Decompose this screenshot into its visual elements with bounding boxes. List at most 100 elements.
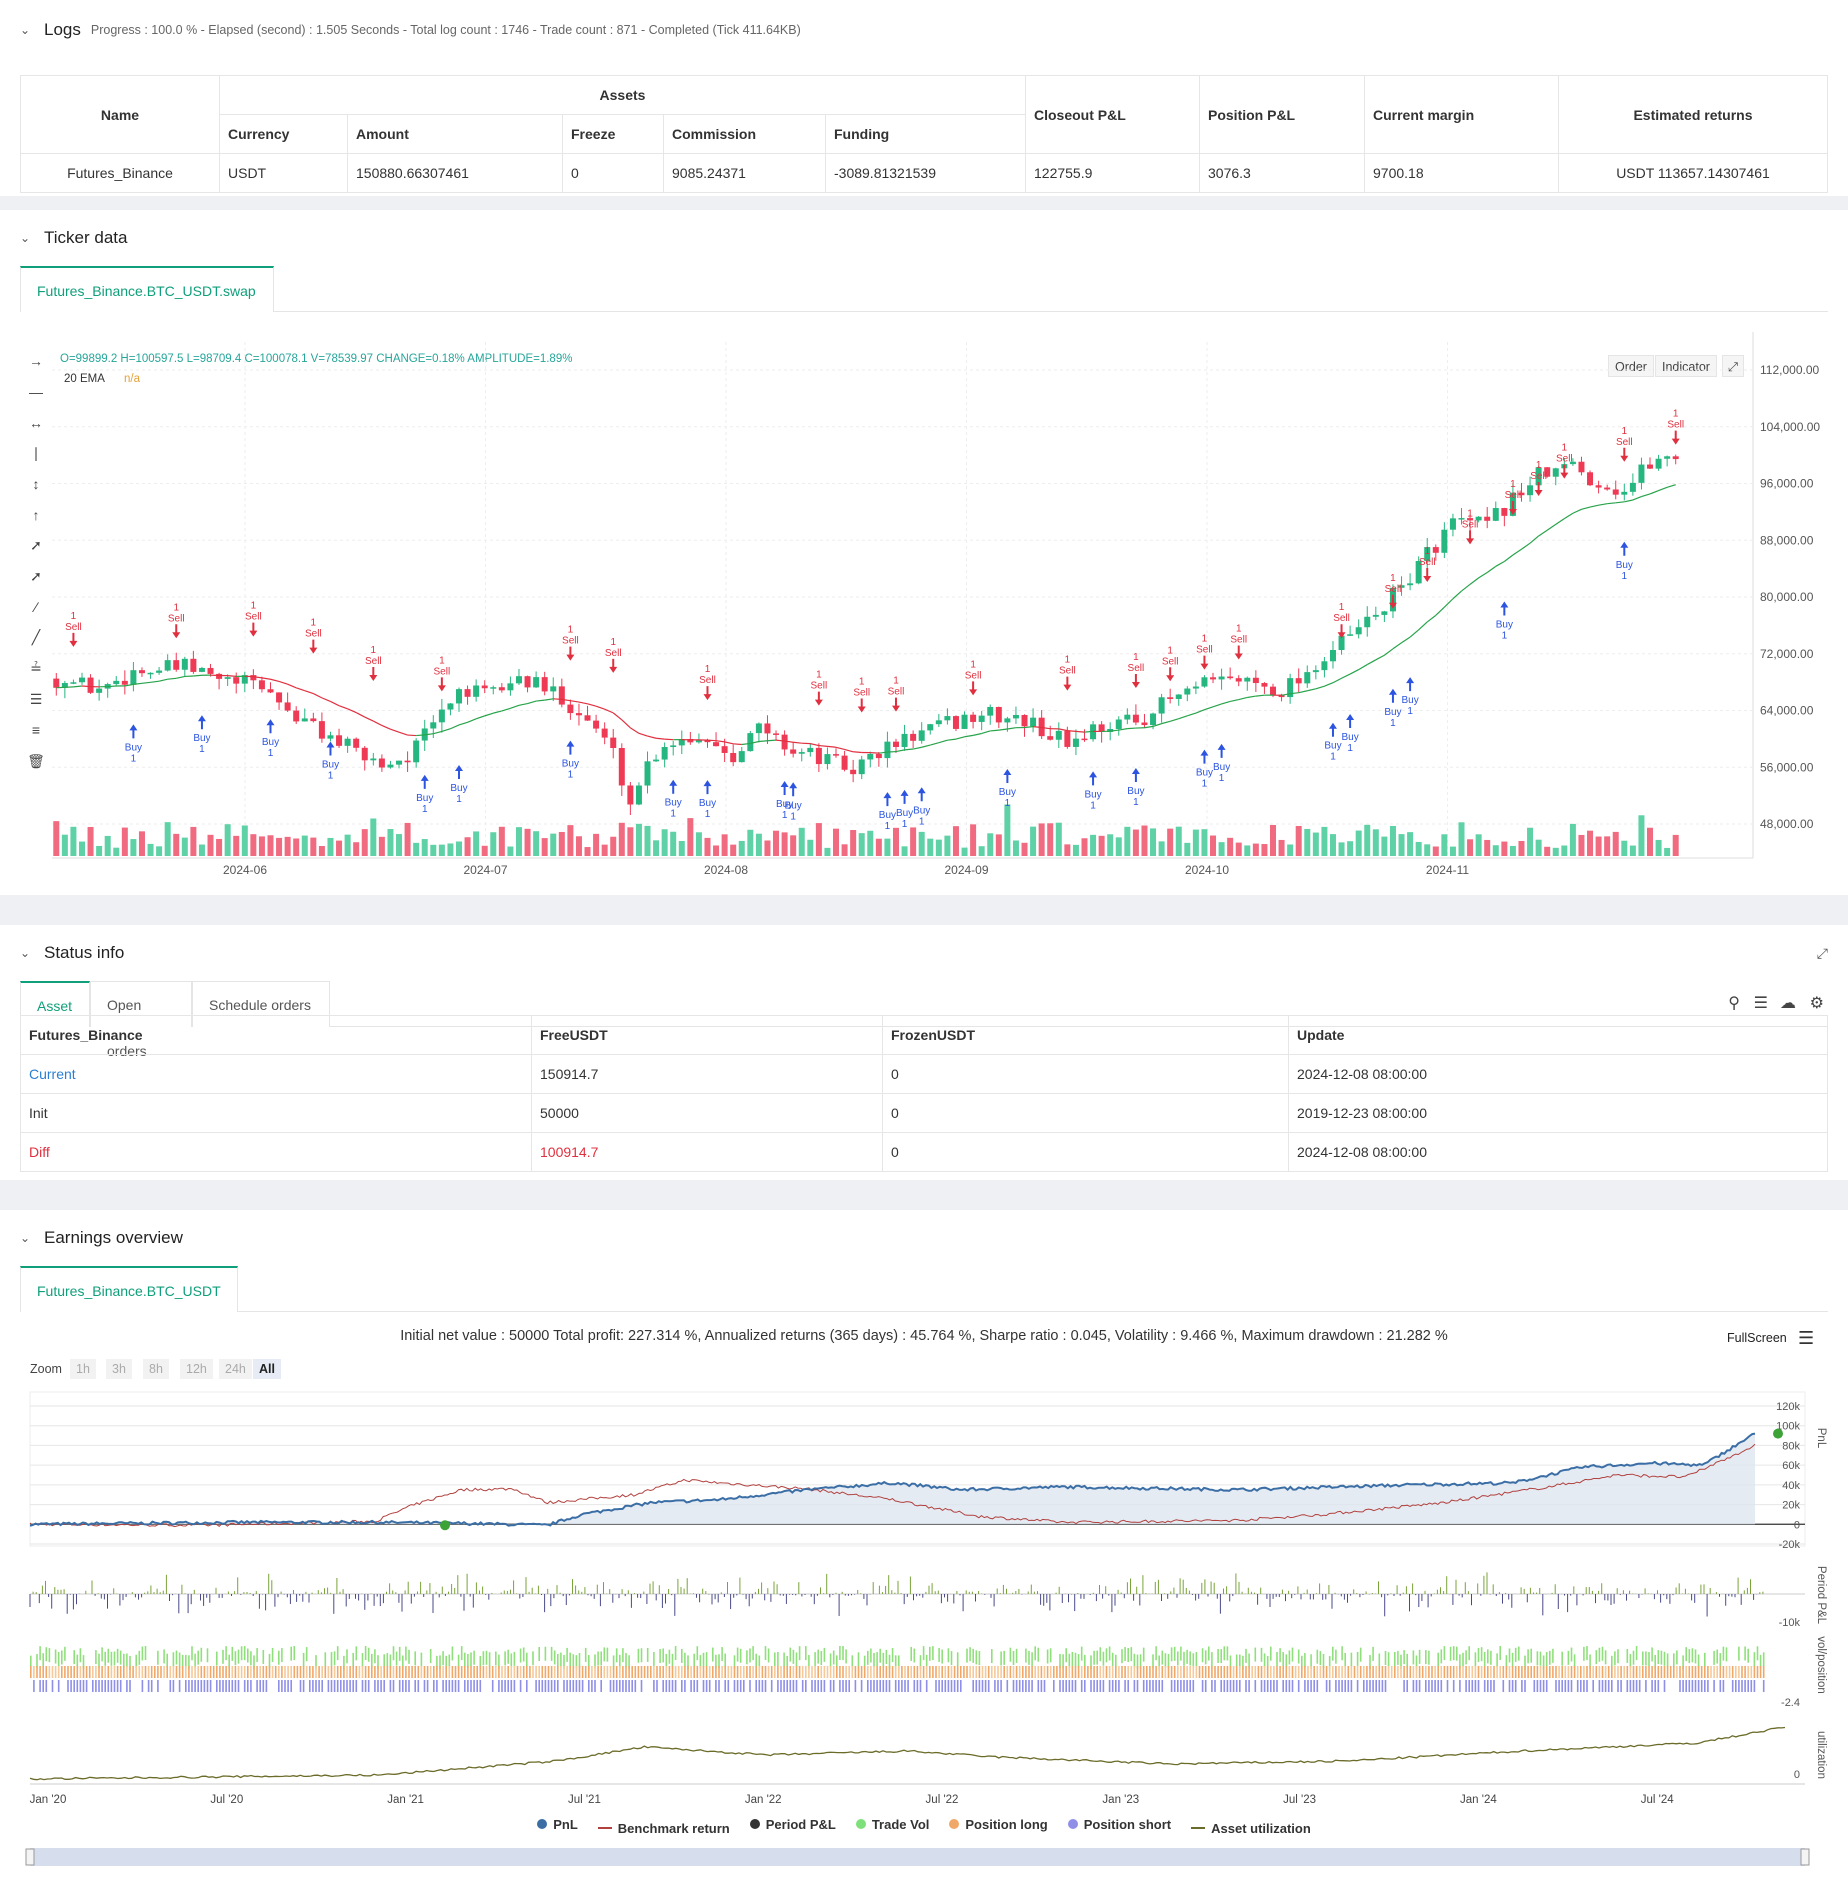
- ticker-header[interactable]: ⌄ Ticker data: [0, 210, 1848, 266]
- fullscreen-button[interactable]: FullScreen: [1727, 1331, 1787, 1345]
- position-long-bar: [299, 1666, 302, 1678]
- tab-btc-usdt[interactable]: Futures_Binance.BTC_USDT: [20, 1266, 238, 1312]
- chevron-down-icon[interactable]: ⌄: [20, 231, 31, 245]
- position-long-bar: [944, 1666, 947, 1678]
- position-long-bar: [1530, 1666, 1532, 1678]
- candle-body: [635, 785, 642, 805]
- search-icon[interactable]: ⚲: [1728, 995, 1740, 1012]
- trade-vol-bar: [1310, 1654, 1312, 1669]
- position-long-bar: [237, 1666, 240, 1678]
- trend-line-icon[interactable]: ➚: [30, 537, 42, 553]
- volume-bar: [164, 822, 171, 856]
- position-short-bar: [736, 1680, 739, 1692]
- position-long-bar: [402, 1666, 404, 1678]
- ray-line-icon[interactable]: ➚: [30, 568, 42, 584]
- trade-vol-bar: [1462, 1652, 1464, 1667]
- candlestick-chart[interactable]: 112,000.00104,000.0096,000.0088,000.0080…: [0, 210, 1848, 895]
- x-tick-label: Jan '23: [1102, 1794, 1139, 1806]
- position-long-bar: [448, 1666, 451, 1678]
- chevron-down-icon[interactable]: ⌄: [20, 1231, 31, 1245]
- volume-bar: [138, 831, 145, 856]
- list-icon[interactable]: ☰: [1753, 995, 1768, 1012]
- collapse-icon[interactable]: ⤢: [1816, 945, 1828, 961]
- horizontal-line-icon[interactable]: —: [29, 384, 43, 400]
- position-long-bar: [1425, 1666, 1427, 1678]
- zoom-24h[interactable]: 24h: [219, 1359, 252, 1379]
- legend-item[interactable]: Asset utilization: [1191, 1821, 1311, 1836]
- crosshair-icon[interactable]: →: [29, 353, 43, 369]
- position-long-bar: [1623, 1666, 1625, 1678]
- vertical-line-icon[interactable]: ∣: [32, 445, 40, 461]
- trade-vol-bar: [1316, 1649, 1319, 1664]
- trash-icon[interactable]: 🗑: [27, 753, 45, 769]
- position-short-bar: [1263, 1680, 1266, 1692]
- candle-body: [541, 677, 548, 692]
- buy-qty: 1: [268, 748, 274, 759]
- gear-icon[interactable]: ⚙: [1809, 995, 1824, 1012]
- trade-vol-bar: [538, 1646, 540, 1661]
- expand-icon[interactable]: ⤢: [1722, 355, 1744, 377]
- trade-vol-bar: [467, 1653, 469, 1668]
- trade-vol-bar: [1487, 1649, 1489, 1664]
- trade-vol-bar: [1226, 1646, 1229, 1661]
- earnings-header[interactable]: ⌄ Earnings overview: [0, 1210, 1848, 1266]
- price-line-icon[interactable]: ╱: [31, 629, 41, 645]
- legend-item[interactable]: Benchmark return: [597, 1821, 730, 1836]
- trade-vol-bar: [1614, 1651, 1616, 1666]
- trade-vol-bar: [1483, 1652, 1486, 1667]
- chevron-down-icon[interactable]: ⌄: [20, 946, 31, 960]
- position-long-bar: [42, 1666, 44, 1678]
- tab-btc-usdt-swap[interactable]: Futures_Binance.BTC_USDT.swap: [20, 266, 274, 312]
- position-long-bar: [612, 1666, 615, 1678]
- buy-label: Buy: [1324, 741, 1341, 752]
- position-long-bar: [389, 1666, 392, 1678]
- candle-body: [1278, 694, 1285, 698]
- position-long-bar: [1359, 1666, 1362, 1678]
- status-header[interactable]: ⌄ Status info ⤢: [0, 925, 1848, 981]
- zoom-1h[interactable]: 1h: [70, 1359, 96, 1379]
- row-label-current[interactable]: Current: [20, 1054, 532, 1094]
- ohlc-readout: O=99899.2 H=100597.5 L=98709.4 C=100078.…: [60, 353, 573, 365]
- trade-vol-bar: [758, 1655, 761, 1670]
- legend-item[interactable]: Position short: [1067, 1817, 1171, 1832]
- chevron-down-icon[interactable]: ⌄: [20, 23, 31, 37]
- vertical-segment-icon[interactable]: ↕: [32, 476, 40, 492]
- trade-vol-bar: [1319, 1651, 1322, 1666]
- zoom-all[interactable]: All: [253, 1359, 281, 1379]
- candle-body: [267, 689, 274, 693]
- volume-bar: [524, 828, 531, 856]
- zoom-12h[interactable]: 12h: [180, 1359, 213, 1379]
- legend-item[interactable]: PnL: [537, 1817, 578, 1832]
- sell-label: Sell: [1419, 557, 1436, 568]
- fib-lines-icon[interactable]: ☰: [29, 691, 43, 707]
- volume-bar: [293, 838, 300, 856]
- horizontal-ray-icon[interactable]: ↔: [29, 415, 43, 431]
- position-long-bar: [888, 1666, 891, 1678]
- position-long-bar: [547, 1666, 550, 1678]
- segment-line-icon[interactable]: ∕: [34, 599, 38, 615]
- menu-icon[interactable]: ☰: [1798, 1328, 1815, 1348]
- zoom-8h[interactable]: 8h: [143, 1359, 169, 1379]
- position-long-bar: [1142, 1666, 1145, 1678]
- position-short-bar: [203, 1680, 206, 1692]
- download-icon[interactable]: ☁: [1780, 995, 1796, 1012]
- earnings-chart[interactable]: 120k100k80k60k40k20k0-20k-10k-2.40PnLPer…: [0, 1210, 1848, 1881]
- position-short-bar: [953, 1680, 956, 1692]
- trade-vol-bar: [560, 1652, 562, 1667]
- legend-item[interactable]: Trade Vol: [855, 1817, 929, 1832]
- zoom-3h[interactable]: 3h: [106, 1359, 132, 1379]
- sell-label: Sell: [562, 636, 579, 647]
- position-long-bar: [172, 1666, 175, 1678]
- volume-bar: [730, 844, 737, 856]
- position-short-bar: [1682, 1680, 1684, 1692]
- parallel-line-icon[interactable]: ≟: [30, 660, 42, 676]
- position-long-bar: [1366, 1666, 1368, 1678]
- legend-item[interactable]: Position long: [949, 1817, 1048, 1832]
- logs-header[interactable]: ⌄ Logs Progress : 100.0 % - Elapsed (sec…: [0, 0, 1848, 60]
- position-long-bar: [1437, 1666, 1439, 1678]
- position-long-bar: [932, 1666, 934, 1678]
- vertical-ray-icon[interactable]: ↑: [32, 507, 40, 523]
- volume-bar: [1338, 842, 1345, 856]
- fib-levels-icon[interactable]: ≡: [31, 722, 41, 738]
- legend-item[interactable]: Period P&L: [749, 1817, 836, 1832]
